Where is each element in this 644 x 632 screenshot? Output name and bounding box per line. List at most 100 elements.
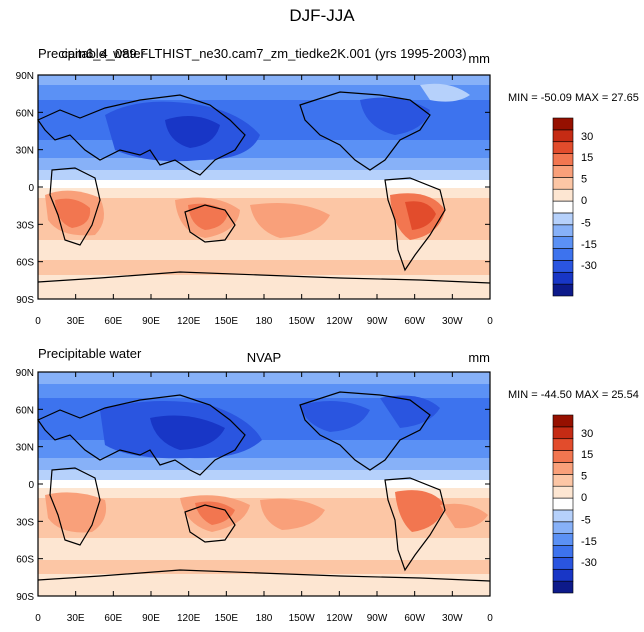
- color-bar-segment: [552, 533, 574, 546]
- lat-axis: 90N 60N 30N 0 30S 60S 90S: [16, 71, 490, 306]
- field-anomaly: [420, 83, 470, 102]
- color-bar-segment: [552, 426, 574, 440]
- lon-tick-label: 60W: [404, 316, 425, 327]
- lat-tick-label: 90N: [16, 368, 34, 379]
- field-anomaly: [300, 401, 370, 432]
- color-bar-segment: [552, 236, 574, 249]
- color-bar-tick-label: -5: [581, 217, 591, 229]
- field-band: [38, 260, 490, 275]
- color-bar-tick-label: 0: [581, 492, 587, 504]
- color-bar-segment: [552, 568, 574, 582]
- color-bar-segment: [552, 283, 574, 297]
- field-band: [38, 140, 490, 158]
- lat-tick-label: 90S: [16, 295, 34, 306]
- color-bar-segment: [552, 414, 574, 428]
- lon-tick-label: 180: [256, 613, 273, 624]
- color-bar-segment: [552, 117, 574, 131]
- lat-tick-label: 30N: [16, 443, 34, 454]
- lat-tick-label: 60N: [16, 405, 34, 416]
- color-bar-tick-label: 15: [581, 152, 593, 164]
- field-anomaly: [405, 201, 436, 230]
- panel-units: mm: [468, 350, 490, 365]
- field-band: [38, 240, 490, 260]
- color-bar-tick-label: 5: [581, 471, 587, 483]
- color-bar-segment: [552, 474, 574, 487]
- panel-center-title: NVAP: [247, 350, 281, 365]
- lat-tick-label: 60S: [16, 258, 34, 269]
- color-bar-segment: [552, 450, 574, 463]
- color-bar-tick-label: 5: [581, 174, 587, 186]
- color-bar-tick-label: 15: [581, 449, 593, 461]
- color-bar-tick-label: -5: [581, 514, 591, 526]
- color-bar-segment: [552, 260, 574, 273]
- field-band: [38, 170, 490, 180]
- panel-left-title: Precipitable_water: [38, 46, 146, 61]
- min-max-label: MIN = -44.50 MAX = 25.54: [508, 389, 639, 401]
- color-bar-segment: [552, 165, 574, 178]
- color-bar-tick-label: 0: [581, 195, 587, 207]
- lon-tick-label: 0: [35, 316, 41, 327]
- lon-tick-label: 120E: [177, 316, 201, 327]
- color-bar-tick-label: 30: [581, 131, 593, 143]
- coastline: [49, 467, 101, 546]
- field-anomaly: [395, 490, 445, 532]
- field-band: [38, 180, 490, 188]
- coastline: [184, 504, 236, 543]
- lon-tick-label: 60W: [404, 613, 425, 624]
- color-bar-tick-label: -30: [581, 260, 597, 272]
- lat-tick-label: 30S: [16, 220, 34, 231]
- coastline: [37, 394, 246, 476]
- color-bar-segment: [552, 177, 574, 190]
- field-anomaly: [55, 198, 91, 228]
- lon-tick-label: 150E: [215, 613, 239, 624]
- color-bar-segment: [552, 485, 574, 499]
- color-bar-segment: [552, 521, 574, 534]
- lon-tick-label: 90E: [142, 613, 160, 624]
- field-anomaly: [188, 203, 228, 230]
- panel-obs: 90N 60N 30N 0 30S 60S 90S 0 30E 60E 90E 120E 150E 18…: [16, 346, 639, 624]
- panel-model: 90N 60N 30N 0 30S 60S 90S 0 30E 60E 90E 120E 150E 18…: [16, 46, 639, 327]
- lat-tick-label: 90S: [16, 592, 34, 603]
- color-bar-segment: [552, 212, 574, 226]
- lon-tick-label: 60E: [104, 316, 122, 327]
- color-bar-segment: [552, 545, 574, 558]
- field-anomaly: [165, 116, 220, 148]
- lon-tick-label: 0: [35, 613, 41, 624]
- lon-tick-label: 180: [256, 316, 273, 327]
- color-bar-segment: [552, 129, 574, 143]
- lat-tick-label: 60S: [16, 555, 34, 566]
- field-band: [38, 488, 490, 498]
- coastline: [37, 271, 491, 284]
- coastline: [299, 91, 431, 171]
- color-bar-segment: [552, 153, 574, 166]
- coastline: [384, 177, 446, 272]
- lon-axis: 0 30E 60E 90E 120E 150E 180 150W 120W 90W 60W 30W 0: [35, 75, 493, 327]
- lon-tick-label: 150W: [289, 316, 316, 327]
- lat-tick-label: 30N: [16, 146, 34, 157]
- lon-tick-label: 90W: [367, 316, 388, 327]
- color-bar-segment: [552, 462, 574, 475]
- lon-tick-label: 0: [487, 316, 493, 327]
- lon-tick-label: 30E: [67, 316, 85, 327]
- color-bar-tick-label: -30: [581, 557, 597, 569]
- lon-tick-label: 120E: [177, 613, 201, 624]
- field-band: [38, 384, 490, 398]
- color-bar-segment: [552, 248, 574, 261]
- field-band: [38, 188, 490, 198]
- lon-axis: 0 30E 60E 90E 120E 150E 180 150W 120W 90W 60W 30W 0: [35, 372, 493, 624]
- lat-axis: 90N 60N 30N 0 30S 60S 90S: [16, 368, 490, 603]
- field-anomaly: [380, 395, 440, 428]
- figure-title: DJF-JJA: [289, 6, 355, 25]
- lon-tick-label: 30E: [67, 613, 85, 624]
- lon-tick-label: 60E: [104, 613, 122, 624]
- lat-tick-label: 0: [28, 183, 34, 194]
- field-band: [38, 458, 490, 470]
- field-band: [38, 158, 490, 170]
- field-anomaly: [195, 501, 235, 525]
- coastline: [37, 569, 491, 582]
- coastline: [384, 477, 446, 572]
- lon-tick-label: 120W: [326, 613, 353, 624]
- coastline: [37, 94, 246, 176]
- lon-tick-label: 0: [487, 613, 493, 624]
